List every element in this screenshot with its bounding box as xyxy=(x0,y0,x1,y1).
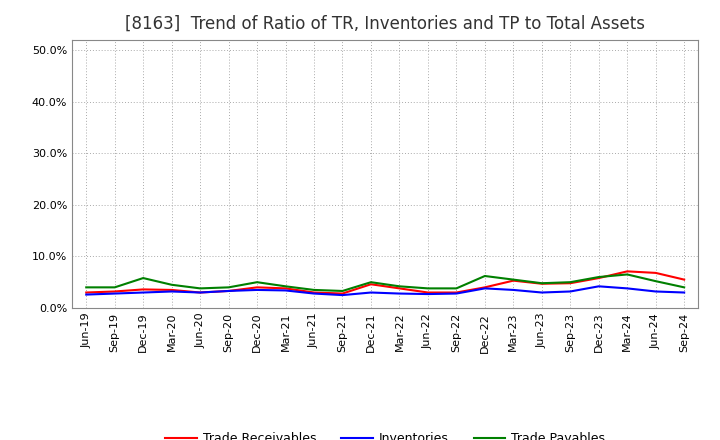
Inventories xyxy=(680,290,688,295)
Line: Trade Payables: Trade Payables xyxy=(86,275,684,291)
Trade Receivables xyxy=(623,269,631,274)
Inventories xyxy=(623,286,631,291)
Trade Receivables xyxy=(652,270,660,275)
Trade Receivables xyxy=(509,278,518,283)
Inventories xyxy=(566,289,575,294)
Inventories xyxy=(537,290,546,295)
Inventories xyxy=(110,291,119,296)
Inventories xyxy=(196,290,204,295)
Trade Payables xyxy=(225,285,233,290)
Legend: Trade Receivables, Inventories, Trade Payables: Trade Receivables, Inventories, Trade Pa… xyxy=(161,427,610,440)
Inventories xyxy=(480,286,489,291)
Trade Receivables xyxy=(282,286,290,291)
Trade Receivables xyxy=(452,290,461,295)
Trade Receivables xyxy=(680,277,688,282)
Trade Receivables xyxy=(167,287,176,293)
Trade Payables xyxy=(253,279,261,285)
Inventories xyxy=(395,291,404,296)
Trade Payables xyxy=(623,272,631,277)
Trade Payables xyxy=(566,279,575,285)
Trade Payables xyxy=(310,287,318,293)
Trade Payables xyxy=(167,282,176,287)
Inventories xyxy=(225,288,233,293)
Inventories xyxy=(310,291,318,296)
Trade Receivables xyxy=(480,285,489,290)
Title: [8163]  Trend of Ratio of TR, Inventories and TP to Total Assets: [8163] Trend of Ratio of TR, Inventories… xyxy=(125,15,645,33)
Trade Receivables xyxy=(595,275,603,281)
Line: Trade Receivables: Trade Receivables xyxy=(86,271,684,293)
Trade Payables xyxy=(282,284,290,289)
Trade Receivables xyxy=(253,285,261,290)
Inventories xyxy=(366,290,375,295)
Trade Payables xyxy=(423,286,432,291)
Trade Receivables xyxy=(423,290,432,295)
Trade Payables xyxy=(652,279,660,284)
Trade Payables xyxy=(537,281,546,286)
Trade Payables xyxy=(509,277,518,282)
Trade Receivables xyxy=(366,282,375,287)
Trade Receivables xyxy=(310,290,318,295)
Trade Receivables xyxy=(82,290,91,295)
Inventories xyxy=(452,291,461,296)
Trade Payables xyxy=(110,285,119,290)
Trade Payables xyxy=(196,286,204,291)
Inventories xyxy=(253,287,261,293)
Trade Payables xyxy=(680,285,688,290)
Inventories xyxy=(167,289,176,294)
Trade Receivables xyxy=(395,286,404,291)
Inventories xyxy=(82,292,91,297)
Trade Payables xyxy=(338,288,347,293)
Inventories xyxy=(652,289,660,294)
Inventories xyxy=(423,291,432,297)
Trade Payables xyxy=(139,275,148,281)
Inventories xyxy=(338,293,347,298)
Trade Receivables xyxy=(225,288,233,293)
Trade Receivables xyxy=(196,290,204,295)
Trade Receivables xyxy=(537,281,546,286)
Trade Payables xyxy=(452,286,461,291)
Trade Receivables xyxy=(566,281,575,286)
Trade Payables xyxy=(366,279,375,285)
Line: Inventories: Inventories xyxy=(86,286,684,295)
Inventories xyxy=(595,284,603,289)
Trade Payables xyxy=(395,284,404,289)
Trade Receivables xyxy=(110,289,119,294)
Inventories xyxy=(139,290,148,295)
Trade Payables xyxy=(82,285,91,290)
Trade Receivables xyxy=(139,287,148,292)
Trade Receivables xyxy=(338,291,347,296)
Inventories xyxy=(509,287,518,293)
Trade Payables xyxy=(595,275,603,280)
Inventories xyxy=(282,288,290,293)
Trade Payables xyxy=(480,273,489,279)
